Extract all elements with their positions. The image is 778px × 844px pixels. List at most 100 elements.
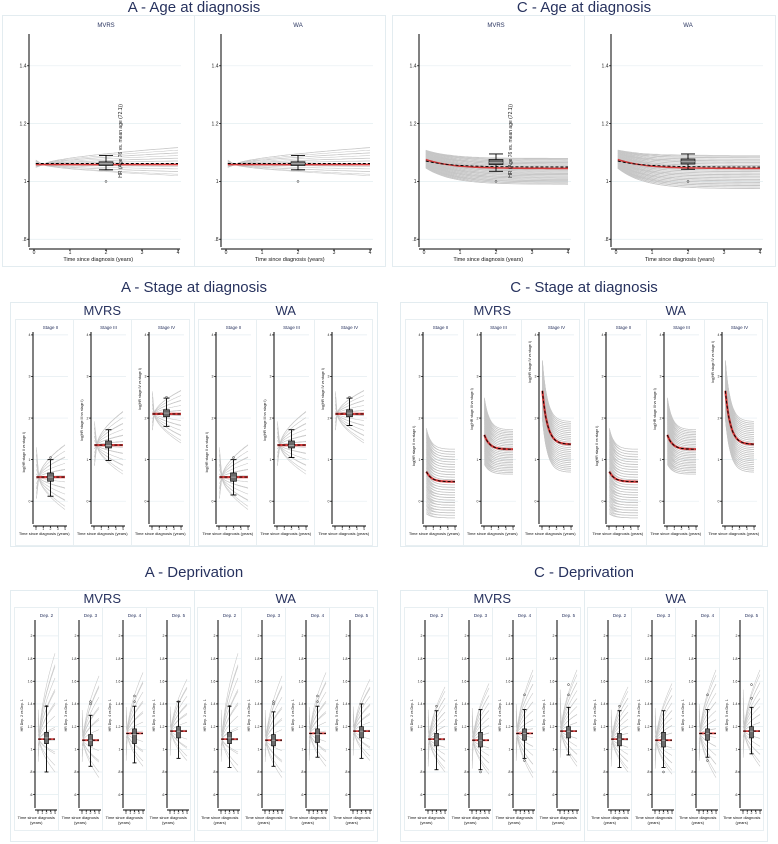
- subplot-row: 4 3 2 1 0 0 1 2 3 4 Stage II log(HR stage II vs sta…: [14, 319, 190, 546]
- x-tick-label: 4: [281, 811, 283, 815]
- mean-line: [617, 160, 760, 168]
- simulation-curve: [609, 451, 639, 470]
- y-tick-label: 2: [736, 634, 738, 638]
- subplot-row: 1.4 1.2 1 .8 0 1 2 3 4 MVRS HR (Age 76 vs. mean ag…: [393, 16, 583, 265]
- simulation-curve: [541, 373, 571, 435]
- simulation-curve: [609, 454, 639, 473]
- simulation-curve: [265, 685, 283, 757]
- y-tick-label: .8: [735, 770, 738, 774]
- x-tick-label: 4: [758, 250, 761, 256]
- x-tick-label: 4: [177, 250, 180, 256]
- boxplot-outlier: [479, 770, 482, 774]
- boxplot: [680, 153, 696, 183]
- x-tick-label: 1: [650, 250, 653, 256]
- x-axis-label: Time since diagnosis (years): [591, 815, 629, 825]
- simulation-curve: [611, 686, 629, 767]
- boxplot-box: [288, 440, 296, 449]
- y-tick-label: 3: [660, 375, 662, 379]
- subplot-title: Dep. 4: [311, 613, 325, 618]
- y-tick-label: 1.4: [71, 702, 76, 706]
- simulation-curve: [169, 679, 187, 756]
- simulation-curve: [93, 421, 123, 475]
- simulation-curve: [483, 438, 513, 459]
- x-tick-label: 0: [224, 250, 227, 256]
- y-tick-label: 0: [28, 499, 30, 503]
- simulation-curve: [541, 378, 571, 439]
- simulation-curve: [541, 376, 571, 437]
- y-tick-label: .8: [73, 770, 76, 774]
- x-tick-label: 1: [260, 250, 263, 256]
- simulation-curve: [425, 432, 455, 455]
- x-axis-label: Time since diagnosis (years): [592, 531, 644, 536]
- y-tick-label: 1: [648, 748, 650, 752]
- simulation-curve: [219, 444, 249, 499]
- y-tick-label: 1.6: [505, 679, 510, 683]
- y-tick-label: 1.2: [689, 725, 694, 729]
- y-tick-label: 1: [28, 458, 30, 462]
- x-tick-label: 2: [435, 811, 437, 815]
- y-tick-label: 1.4: [410, 64, 417, 70]
- subplot-canvas: 1.4 1.2 1 .8 0 1 2 3 4 WA: [601, 23, 763, 256]
- y-tick-label: 1: [118, 748, 120, 752]
- y-tick-label: 1.4: [211, 64, 218, 70]
- boxplot: [346, 396, 354, 426]
- y-tick-label: 2: [162, 634, 164, 638]
- simulation-curve: [541, 409, 571, 465]
- simulation-curve: [541, 365, 571, 428]
- subplot-row: 2 1.8 1.6 1.4 1.2 1.8.6 0 1 2 3 4 Dep. 2 HR Dep. 2 v…: [403, 607, 581, 831]
- subplot: 2 1.8 1.6 1.4 1.2 1.8.6 0 1 2 3 4 Dep. 4 HR Dep. 4 v…: [493, 608, 537, 830]
- x-tick-label: 0: [425, 527, 427, 531]
- x-tick-label: 3: [365, 811, 367, 815]
- simulation-curve: [515, 669, 534, 761]
- simulation-curve: [667, 417, 697, 445]
- simulation-curve: [609, 511, 639, 519]
- y-tick-label: 3: [418, 375, 420, 379]
- y-tick-label: 4: [86, 333, 88, 337]
- x-tick-label: 2: [45, 811, 47, 815]
- y-tick-label: .6: [735, 793, 738, 797]
- simulation-curve: [483, 434, 513, 457]
- x-tick-label: 3: [138, 811, 140, 815]
- y-tick-label: 3: [86, 375, 88, 379]
- y-tick-label: 1.4: [299, 702, 304, 706]
- simulation-curve: [277, 423, 307, 472]
- y-tick-label: 1: [552, 748, 554, 752]
- subplot-title: Dep. 5: [562, 613, 576, 618]
- simulation-curve: [617, 159, 760, 175]
- x-tick-label: 4: [98, 811, 100, 815]
- y-tick-label: .8: [161, 770, 164, 774]
- simulation-curve: [617, 149, 760, 156]
- boxplot-outlier: [49, 456, 52, 459]
- boxplot-outlier: [232, 456, 235, 459]
- x-axis-label: Time since diagnosis (years): [333, 815, 371, 825]
- simulation-curves: [541, 360, 571, 473]
- subplot-title: MVRS: [488, 23, 505, 29]
- y-tick-label: 1.4: [505, 702, 510, 706]
- x-axis-label: Time since diagnosis (years): [149, 815, 187, 825]
- y-tick-label: 1.6: [159, 679, 164, 683]
- simulation-curve: [655, 683, 673, 769]
- facet-group: 1.4 1.2 1 .8 0 1 2 3 4 WA Time since diagnosis (ye…: [585, 16, 776, 266]
- simulation-curve: [93, 417, 123, 462]
- subplot-row: 2 1.8 1.6 1.4 1.2 1.8.6 0 1 2 3 4 Dep. 2 HR Dep. 2 v…: [13, 607, 191, 831]
- subplot-canvas: 4 3 2 1 0 0 1 2 3 4 Stage IV log(HR stage IV vs sta…: [321, 325, 368, 531]
- y-axis-label: HR Dep. 2 vs Dep. 1: [593, 699, 597, 731]
- subplot-canvas: 1.4 1.2 1 .8 0 1 2 3 4 WA: [211, 23, 373, 256]
- y-tick-label: 1: [144, 458, 146, 462]
- simulation-curve: [483, 402, 513, 436]
- x-tick-label: 4: [488, 811, 490, 815]
- x-tick-label: 2: [523, 811, 525, 815]
- y-tick-label: 1.2: [299, 725, 304, 729]
- simulation-curve: [699, 692, 717, 749]
- x-tick-label: 2: [751, 811, 753, 815]
- subplot: 4 3 2 1 0 0 1 2 3 4 Stage III log(HR stage III vs s…: [464, 320, 522, 545]
- boxplot: [705, 693, 711, 762]
- y-tick-label: .6: [507, 793, 510, 797]
- x-tick-label: 1: [269, 811, 271, 815]
- boxplot-box: [705, 728, 711, 741]
- boxplot: [477, 709, 483, 774]
- y-axis-label: log(HR stage III vs stage I): [263, 399, 267, 440]
- x-tick-label: 3: [50, 811, 52, 815]
